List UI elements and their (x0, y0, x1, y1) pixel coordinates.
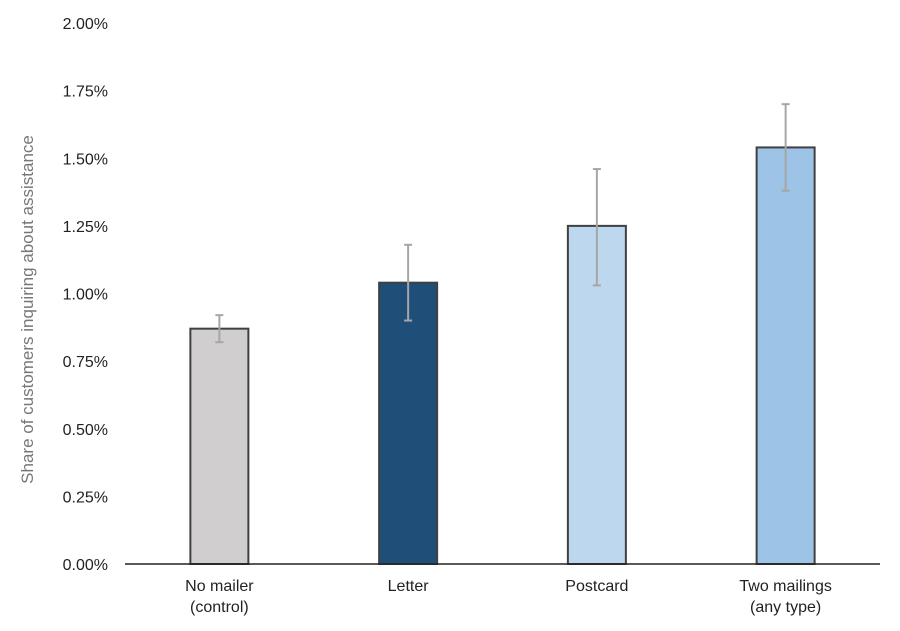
bar-0 (189, 327, 250, 566)
y-tick-label: 1.75% (63, 84, 108, 101)
bar-3 (755, 146, 816, 565)
y-tick-label: 0.75% (63, 354, 108, 371)
x-tick-label: (any type) (750, 599, 821, 616)
x-tick-label: Two mailings (739, 578, 831, 595)
x-tick-label: Postcard (565, 578, 628, 595)
y-tick-label: 0.00% (63, 557, 108, 574)
y-tick-label: 1.50% (63, 151, 108, 168)
y-tick-label: 1.00% (63, 287, 108, 304)
x-tick-label: Letter (388, 578, 430, 595)
x-tick-label: (control) (190, 599, 249, 616)
y-axis-label: Share of customers inquiring about assis… (18, 135, 37, 484)
y-tick-label: 0.50% (63, 422, 108, 439)
y-tick-label: 2.00% (63, 16, 108, 33)
x-tick-label: No mailer (185, 578, 254, 595)
y-tick-label: 0.25% (63, 489, 108, 506)
bar-1 (378, 281, 439, 565)
y-tick-label: 1.25% (63, 219, 108, 236)
